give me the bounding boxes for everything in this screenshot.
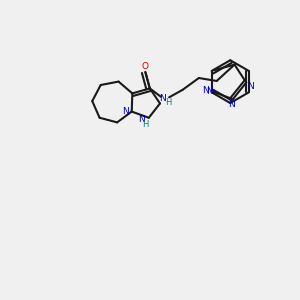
Text: N: N — [138, 115, 145, 124]
Text: H: H — [165, 98, 172, 107]
Text: O: O — [142, 62, 149, 71]
Text: H: H — [142, 120, 148, 129]
Text: N: N — [122, 107, 129, 116]
Text: N: N — [159, 94, 166, 103]
Text: N: N — [228, 100, 235, 109]
Text: N: N — [206, 87, 213, 96]
Text: N: N — [247, 82, 254, 91]
Text: N: N — [202, 86, 209, 95]
